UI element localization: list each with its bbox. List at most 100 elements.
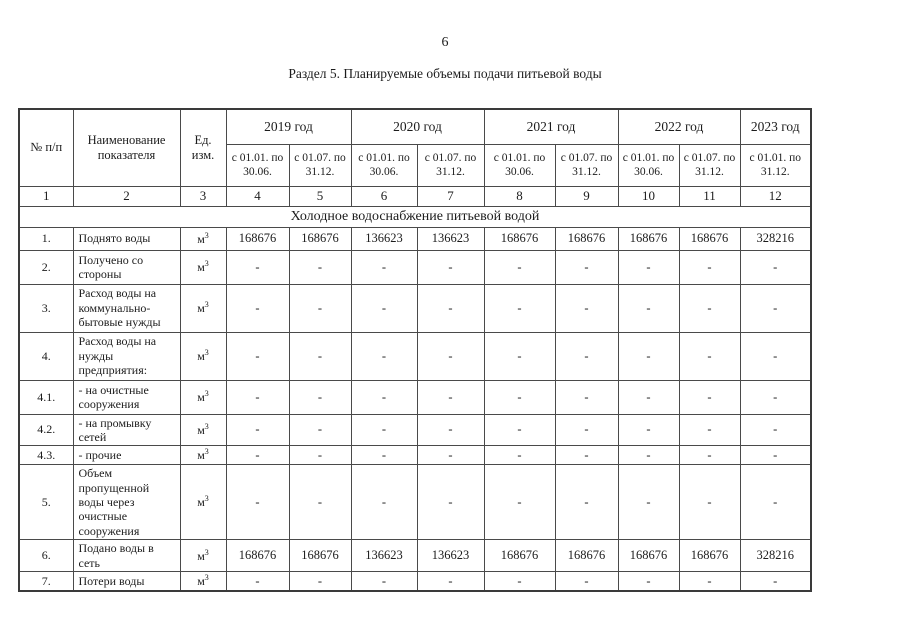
value-cell: - [617,379,680,415]
value-cell: - [416,464,485,541]
column-number: 1 [18,185,74,207]
unit-exponent: 3 [204,421,209,431]
unit-exponent: 3 [204,230,209,240]
period-header: с 01.07. по 31.12. [678,143,741,187]
column-number: 4 [225,185,290,207]
value-cell: - [288,249,352,285]
value-cell: - [678,571,741,592]
col-header-num: № п/п [18,108,74,187]
value-cell: - [288,571,352,592]
row-number-cell: 4.1. [18,379,74,415]
column-number: 2 [72,185,181,207]
value-cell: - [739,413,812,447]
value-cell: 136623 [350,226,418,251]
unit-cell: м3 [179,539,227,573]
indicator-name-cell: Получено со стороны [72,249,181,285]
table-row: 4.1. - на очистные сооружения м3- - - - - - - - - [18,379,812,415]
value-cell: - [350,331,418,381]
value-cell: - [678,464,741,541]
table-row: 4.2. - на промывку сетей м3- - - - - - - - - [18,413,812,447]
unit-base: м [197,301,205,315]
value-cell: - [678,331,741,381]
value-cell: - [739,571,812,592]
value-cell: 168676 [554,226,619,251]
unit-cell: м3 [179,413,227,447]
section-row: Холодное водоснабжение питьевой водой [18,205,812,228]
table-row: 3. Расход воды на коммунально-бытовые нуж… [18,283,812,333]
value-cell: - [225,331,290,381]
section-header: Холодное водоснабжение питьевой водой [18,205,812,228]
unit-base: м [197,422,205,437]
value-cell: - [617,571,680,592]
unit-base: м [197,548,205,563]
value-cell: 168676 [483,226,556,251]
document-title: Раздел 5. Планируемые объемы подачи пить… [288,66,602,81]
value-cell: - [288,283,352,333]
indicator-name-cell: - на промывку сетей [72,413,181,447]
indicator-name-cell: Поднято воды [72,226,181,251]
unit-base: м [197,495,205,510]
value-cell: - [554,413,619,447]
value-cell: - [617,445,680,466]
unit-cell: м3 [179,226,227,251]
unit-base: м [197,349,205,363]
column-number: 7 [416,185,485,207]
table-row: 2. Получено со стороны м3- - - - - - - - - [18,249,812,285]
table-row: 4.3. - прочие м3- - - - - - - - - [18,445,812,466]
value-cell: - [678,445,741,466]
header-row-colnums: 1 2 3 4 5 6 7 8 9 10 11 12 [18,185,812,207]
value-cell: - [554,283,619,333]
row-number-cell: 4.2. [18,413,74,447]
period-header: с 01.07. по 31.12. [554,143,619,187]
unit-base: м [197,390,205,404]
column-number: 10 [617,185,680,207]
value-cell: 168676 [617,539,680,573]
column-number: 5 [288,185,352,207]
value-cell: 168676 [288,539,352,573]
indicator-name-cell: Подано воды в сеть [72,539,181,573]
value-cell: 168676 [617,226,680,251]
period-header: с 01.01. по 30.06. [350,143,418,187]
value-cell: - [350,249,418,285]
value-cell: - [483,571,556,592]
value-cell: - [554,249,619,285]
value-cell: 168676 [225,226,290,251]
unit-base: м [197,260,205,274]
year-header: 2022 год [617,108,741,145]
unit-exponent: 3 [204,573,209,583]
indicator-name-cell: Потери воды [72,571,181,592]
value-cell: - [483,331,556,381]
column-number: 6 [350,185,418,207]
value-cell: 168676 [678,539,741,573]
value-cell: - [554,571,619,592]
row-number-cell: 2. [18,249,74,285]
unit-base: м [197,231,205,246]
unit-exponent: 3 [204,259,209,268]
table-row: 6. Подано воды в сеть м3 168676 168676 136623… [18,539,812,573]
indicator-name-cell: - прочие [72,445,181,466]
period-header: с 01.07. по 31.12. [288,143,352,187]
value-cell: 136623 [416,539,485,573]
value-cell: - [739,445,812,466]
value-cell: - [554,379,619,415]
period-header: с 01.01. по 31.12. [739,143,812,187]
table-row: 4. Расход воды на нужды предприятия: м3- - -… [18,331,812,381]
col-header-name: Наименование показателя [72,108,181,187]
value-cell: - [483,249,556,285]
value-cell: - [678,379,741,415]
value-cell: - [225,413,290,447]
unit-cell: м3 [179,283,227,333]
column-number: 3 [179,185,227,207]
value-cell: - [617,283,680,333]
unit-exponent: 3 [204,494,209,504]
year-header: 2019 год [225,108,352,145]
indicator-name-cell: Расход воды на нужды предприятия: [72,331,181,381]
value-cell: - [678,413,741,447]
value-cell: - [617,413,680,447]
value-cell: - [739,283,812,333]
indicator-name-cell: Расход воды на коммунально-бытовые нужды [72,283,181,333]
column-number: 9 [554,185,619,207]
row-number-cell: 6. [18,539,74,573]
value-cell: - [350,571,418,592]
value-cell: - [617,331,680,381]
